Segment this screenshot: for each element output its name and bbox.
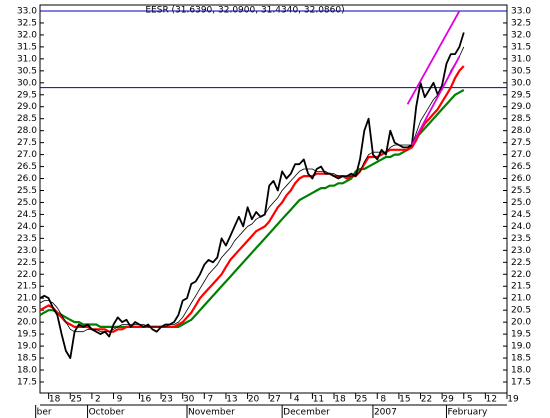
y-tick-label-left: 22.5 [17,258,37,268]
x-tick-label: 29 [442,395,454,405]
y-tick-label-right: 25.0 [511,198,531,208]
y-tick-label-left: 28.5 [17,114,37,124]
x-tick-label: 18 [334,395,346,405]
x-tick-label: 27 [269,395,280,405]
y-tick-label-left: 32.0 [17,30,37,40]
x-tick-label: 13 [226,395,237,405]
y-tick-label-right: 20.0 [511,318,531,328]
month-label: October [89,408,125,418]
month-label: November [188,408,235,418]
y-tick-label-right: 19.5 [511,330,531,340]
y-tick-label-right: 29.5 [511,90,531,100]
y-tick-label-left: 18.0 [17,366,37,376]
x-tick-label: 5 [467,395,473,405]
y-tick-label-right: 32.0 [511,30,531,40]
y-tick-label-right: 26.0 [511,174,531,184]
month-label: 2007 [374,408,397,418]
y-tick-label-right: 29.0 [511,102,531,112]
y-tick-label-right: 24.5 [511,210,531,220]
y-tick-label-right: 33.0 [511,6,531,16]
y-tick-label-left: 24.5 [17,210,37,220]
x-tick-label: 25 [356,395,367,405]
y-tick-label-right: 26.5 [511,162,531,172]
y-tick-label-right: 22.0 [511,270,531,280]
series-line [39,89,465,328]
y-tick-label-left: 20.5 [17,306,37,316]
y-tick-label-right: 30.0 [511,78,531,88]
x-tick-label: 18 [49,395,61,405]
y-tick-label-right: 31.0 [511,54,531,64]
y-tick-label-left: 25.5 [17,186,37,196]
x-tick-label: 20 [248,395,260,405]
y-tick-label-right: 21.5 [511,282,531,292]
y-tick-label-right: 22.5 [511,258,531,268]
x-tick-label: 11 [313,395,324,405]
x-tick-label: 12 [486,395,497,405]
y-tick-label-left: 26.5 [17,162,37,172]
y-tick-label-right: 27.5 [511,138,531,148]
y-tick-label-left: 25.0 [17,198,37,208]
month-label: December [283,408,330,418]
y-tick-label-right: 20.5 [511,306,531,316]
x-tick-label: 23 [161,395,172,405]
x-tick-label: 22 [421,395,432,405]
y-tick-label-left: 27.5 [17,138,37,148]
x-tick-label: 9 [117,395,123,405]
trend-line [411,56,461,146]
x-tick-label: 25 [71,395,82,405]
series-line [39,32,465,359]
y-tick-label-left: 29.0 [17,102,37,112]
y-tick-label-right: 23.0 [511,246,531,256]
y-tick-label-left: 19.0 [17,342,37,352]
y-tick-label-right: 25.5 [511,186,531,196]
y-tick-label-left: 23.0 [17,246,37,256]
month-label: February [447,408,488,418]
x-tick-label: 15 [399,395,410,405]
x-tick-label: 8 [380,395,386,405]
y-tick-label-left: 26.0 [17,174,37,184]
y-tick-label-right: 19.0 [511,342,531,352]
y-tick-label-left: 27.0 [17,150,37,160]
y-tick-label-left: 20.0 [17,318,37,328]
y-tick-label-left: 21.0 [17,294,37,304]
x-tick-label: 4 [294,395,300,405]
trend-line [406,10,461,105]
y-tick-label-left: 28.0 [17,126,37,136]
y-tick-label-left: 31.0 [17,54,37,64]
x-tick-label: 2 [95,395,101,405]
y-tick-label-left: 21.5 [17,282,37,292]
y-tick-label-right: 27.0 [511,150,531,160]
y-tick-label-left: 18.5 [17,354,37,364]
y-tick-label-left: 31.5 [17,42,37,52]
x-tick-label: 19 [507,395,519,405]
y-tick-label-right: 21.0 [511,294,531,304]
y-tick-label-left: 29.5 [17,90,37,100]
y-tick-label-right: 28.0 [511,126,531,136]
x-tick-label: 30 [183,395,195,405]
y-tick-label-right: 30.5 [511,66,531,76]
y-tick-label-right: 28.5 [511,114,531,124]
y-tick-label-right: 23.5 [511,234,531,244]
y-tick-label-right: 18.0 [511,366,531,376]
month-label: ber [37,408,52,418]
y-tick-label-left: 32.5 [17,18,37,28]
x-tick-label: 16 [140,395,152,405]
y-tick-label-left: 23.5 [17,234,37,244]
y-tick-label-right: 32.5 [511,18,531,28]
y-tick-label-left: 30.0 [17,78,37,88]
y-tick-label-left: 30.5 [17,66,37,76]
y-tick-label-right: 18.5 [511,354,531,364]
y-tick-label-left: 33.0 [17,6,37,16]
y-tick-label-left: 19.5 [17,330,37,340]
y-tick-label-left: 17.5 [17,377,37,387]
y-tick-label-right: 17.5 [511,377,531,387]
y-tick-label-left: 22.0 [17,270,37,280]
y-tick-label-right: 24.0 [511,222,531,232]
x-tick-label: 7 [207,395,213,405]
y-tick-label-right: 31.5 [511,42,531,52]
y-tick-label-left: 24.0 [17,222,37,232]
